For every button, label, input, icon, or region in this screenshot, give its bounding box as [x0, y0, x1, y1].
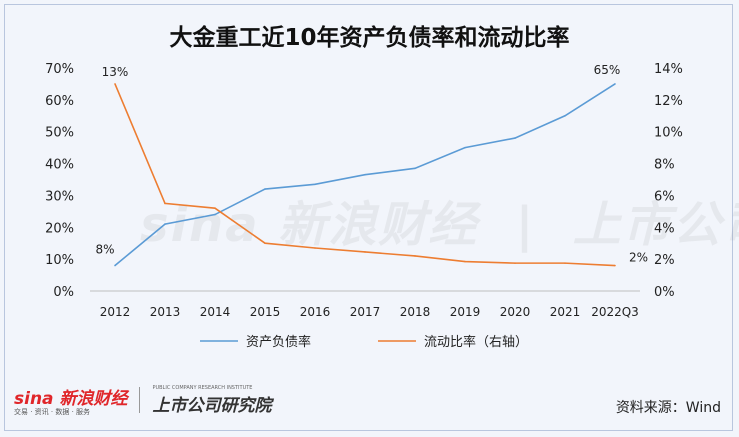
data-point: [364, 251, 366, 253]
data-point: [164, 202, 166, 205]
data-point: [614, 264, 616, 267]
data-label: 8%: [95, 243, 114, 257]
data-point: [264, 188, 266, 190]
left-axis: 0% 10% 20% 30% 40% 50% 60% 70%: [45, 62, 74, 300]
sina-brand: sina 新浪财经: [14, 388, 128, 409]
x-tick-label: 2014: [200, 305, 231, 319]
institute-logo: PUBLIC COMPANY RESEARCH INSTITUTE 上市公司研究…: [152, 385, 271, 416]
left-tick-label: 0%: [53, 285, 74, 300]
series-lines: [114, 83, 616, 267]
data-point: [414, 167, 416, 170]
left-tick-label: 10%: [45, 253, 74, 268]
x-tick-label: 2016: [300, 305, 331, 319]
x-tick-label: 2012: [100, 305, 131, 319]
data-point: [414, 255, 416, 257]
data-point: [114, 83, 116, 85]
data-point: [564, 114, 566, 117]
data-point: [114, 264, 116, 267]
data-label: 65%: [594, 63, 621, 77]
right-tick-label: 14%: [654, 62, 683, 77]
data-point: [464, 146, 466, 149]
data-point: [164, 223, 166, 225]
x-tick-label: 2019: [450, 305, 481, 319]
sina-logo: sina 新浪财经 交易 · 资讯 · 数据 · 服务: [14, 384, 127, 417]
x-tick-label: 2021: [550, 305, 581, 319]
data-point: [314, 183, 316, 186]
left-tick-label: 70%: [45, 62, 74, 77]
source-note: 资料来源：Wind: [615, 400, 721, 416]
left-tick-label: 50%: [45, 126, 74, 141]
data-point: [314, 247, 316, 249]
watermark-institute: 上市公司研究院: [572, 197, 739, 253]
institute-en: PUBLIC COMPANY RESEARCH INSTITUTE: [152, 384, 253, 391]
right-tick-label: 2%: [654, 253, 675, 268]
data-point: [214, 207, 216, 209]
right-tick-label: 10%: [654, 126, 683, 141]
data-labels: 8% 65% 13% 2%: [95, 63, 648, 265]
legend-label: 流动比率（右轴）: [424, 334, 528, 350]
x-tick-label: 2022Q3: [591, 305, 639, 319]
institute-name: 上市公司研究院: [152, 395, 272, 416]
sina-brand-sub: 交易 · 资讯 · 数据 · 服务: [14, 407, 91, 416]
x-tick-label: 2018: [400, 305, 431, 319]
right-axis: 0% 2% 4% 6% 8% 10% 12% 14%: [654, 62, 683, 300]
data-point: [214, 213, 216, 216]
chart-frame: [4, 4, 733, 431]
data-point: [514, 262, 516, 264]
left-tick-label: 30%: [45, 189, 74, 204]
legend: 资产负债率 流动比率（右轴）: [200, 334, 528, 350]
data-point: [514, 137, 516, 139]
right-tick-label: 6%: [654, 189, 675, 204]
right-tick-label: 0%: [654, 285, 675, 300]
left-tick-label: 20%: [45, 221, 74, 236]
data-point: [364, 173, 366, 176]
right-tick-label: 4%: [654, 221, 675, 236]
data-point: [464, 260, 466, 263]
right-tick-label: 8%: [654, 158, 675, 173]
right-tick-label: 12%: [654, 94, 683, 109]
data-point: [264, 242, 266, 245]
x-tick-label: 2013: [150, 305, 181, 319]
x-axis: 2012 2013 2014 2015 2016 2017 2018 2019 2020 2021…: [100, 305, 639, 319]
x-tick-label: 2020: [500, 305, 531, 319]
data-label: 2%: [629, 251, 648, 265]
x-tick-label: 2017: [350, 305, 381, 319]
footer-logo: sina 新浪财经 交易 · 资讯 · 数据 · 服务 PUBLIC COMPA…: [14, 384, 271, 416]
legend-label: 资产负债率: [246, 334, 311, 350]
data-point: [564, 262, 566, 264]
data-label: 13%: [102, 65, 129, 79]
left-tick-label: 60%: [45, 94, 74, 109]
chart-title: 大金重工近10年资产负债率和流动比率: [169, 25, 570, 51]
left-tick-label: 40%: [45, 158, 74, 173]
logo-divider: [139, 387, 141, 413]
x-tick-label: 2015: [250, 305, 281, 319]
data-point: [614, 83, 616, 85]
